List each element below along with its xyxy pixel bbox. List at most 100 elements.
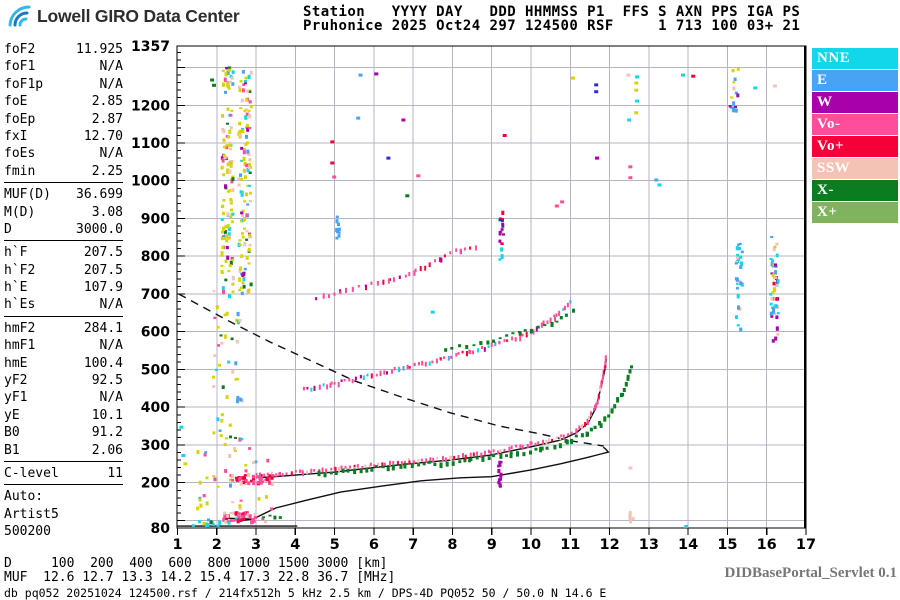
param-label: D [4, 221, 12, 237]
param-label: B0 [4, 425, 20, 441]
svg-text:5: 5 [330, 537, 340, 553]
param-label: Auto: [4, 489, 44, 505]
param-label: h`F [4, 245, 28, 261]
svg-text:4: 4 [290, 537, 300, 553]
param-value: N/A [99, 59, 123, 75]
param-value: 92.5 [91, 373, 123, 389]
svg-text:500: 500 [141, 362, 170, 378]
param-label: h`F2 [4, 262, 36, 278]
param-label: foE [4, 94, 28, 110]
giro-wave-icon [8, 5, 31, 27]
param-row: yF1 N/A [4, 389, 123, 406]
param-value: 207.5 [83, 262, 123, 278]
svg-text:16: 16 [757, 537, 777, 553]
param-separator [4, 460, 123, 462]
param-label: h`E [4, 280, 28, 296]
servlet-version: DIDBasePortal_Servlet 0.1 [724, 565, 897, 581]
svg-text:2: 2 [212, 537, 222, 553]
param-label: fmin [4, 163, 36, 179]
svg-text:900: 900 [141, 211, 170, 227]
param-row: foF2 11.925 [4, 41, 123, 58]
param-label: Artist5 [4, 506, 59, 522]
param-row: B0 91.2 [4, 424, 123, 441]
station-values-line: Pruhonice 2025 Oct24 297 124500 RSF 1 71… [303, 17, 801, 34]
param-row: hmE 100.4 [4, 355, 123, 372]
svg-text:1000: 1000 [131, 174, 170, 190]
param-row: foEp 2.87 [4, 111, 123, 128]
param-value: N/A [99, 297, 123, 313]
param-label: foEp [4, 111, 36, 127]
svg-text:15: 15 [717, 537, 737, 553]
param-value: N/A [99, 146, 123, 162]
param-value: 2.06 [91, 442, 123, 458]
param-row: Auto: [4, 488, 123, 505]
param-label: hmF2 [4, 320, 36, 336]
param-value: 2.85 [91, 94, 123, 110]
param-value: 100.4 [83, 355, 123, 371]
param-row: fxI 12.70 [4, 128, 123, 145]
param-label: hmE [4, 355, 28, 371]
legend-item-x: X- [812, 180, 898, 201]
station-header: Station YYYY DAY DDD HHMMSS P1 FFS S AXN… [303, 5, 801, 34]
svg-text:1357: 1357 [131, 39, 170, 55]
param-row: D 3000.0 [4, 221, 123, 238]
svg-text:7: 7 [408, 537, 418, 553]
param-row: h`E 107.9 [4, 279, 123, 296]
param-row: yF2 92.5 [4, 372, 123, 389]
param-label: MUF(D) [4, 187, 51, 203]
svg-text:17: 17 [796, 537, 816, 553]
param-row: Artist5 [4, 506, 123, 523]
legend-item-e: E [812, 70, 898, 91]
param-value: 11 [107, 465, 123, 481]
param-label: fxI [4, 128, 28, 144]
file-info-line: db pq052 20251024 124500.rsf / 214fx512h… [4, 586, 607, 600]
param-label: foF1 [4, 59, 36, 75]
svg-text:3: 3 [251, 537, 261, 553]
param-separator [4, 240, 123, 242]
param-value: 10.1 [91, 407, 123, 423]
logo-text: Lowell GIRO Data Center [37, 5, 240, 26]
legend-item-ssw: SSW [812, 158, 898, 179]
param-label: foEs [4, 146, 36, 162]
svg-text:10: 10 [521, 537, 541, 553]
param-label: foF2 [4, 42, 36, 57]
param-value: 207.5 [83, 245, 123, 261]
svg-text:9: 9 [487, 537, 497, 553]
echo-direction-legend: NNE E W Vo- Vo+ SSW X- X+ [812, 48, 898, 224]
svg-text:1200: 1200 [131, 98, 170, 114]
param-label: yF2 [4, 373, 28, 389]
param-label: B1 [4, 442, 20, 458]
svg-text:1100: 1100 [131, 136, 170, 152]
param-value: 2.25 [91, 163, 123, 179]
param-row: h`F 207.5 [4, 244, 123, 261]
distance-row: D 100 200 400 600 800 1000 1500 3000 [km… [4, 556, 388, 571]
svg-text:1: 1 [172, 537, 182, 553]
param-label: yE [4, 407, 20, 423]
param-row: 500200 [4, 523, 123, 540]
param-row: MUF(D) 36.699 [4, 186, 123, 203]
param-value: 3000.0 [76, 221, 123, 237]
param-value: 12.70 [83, 128, 123, 144]
param-value: 2.87 [91, 111, 123, 127]
param-row: foEs N/A [4, 145, 123, 162]
svg-text:14: 14 [678, 537, 698, 553]
param-row: foE 2.85 [4, 93, 123, 110]
param-value: 284.1 [83, 320, 123, 336]
legend-item-x: X+ [812, 202, 898, 223]
param-value: 36.699 [76, 187, 123, 203]
param-row: B1 2.06 [4, 442, 123, 459]
param-value: 3.08 [91, 204, 123, 220]
param-label: foF1p [4, 76, 44, 92]
param-label: C-level [4, 465, 59, 481]
svg-text:13: 13 [639, 537, 659, 553]
param-value: N/A [99, 76, 123, 92]
legend-item-nne: NNE [812, 48, 898, 69]
legend-item-w: W [812, 92, 898, 113]
param-label: 500200 [4, 524, 51, 540]
legend-item-vo: Vo- [812, 114, 898, 135]
param-value: N/A [99, 390, 123, 406]
param-label: yF1 [4, 390, 28, 406]
param-separator [4, 315, 123, 317]
param-row: foF1p N/A [4, 76, 123, 93]
